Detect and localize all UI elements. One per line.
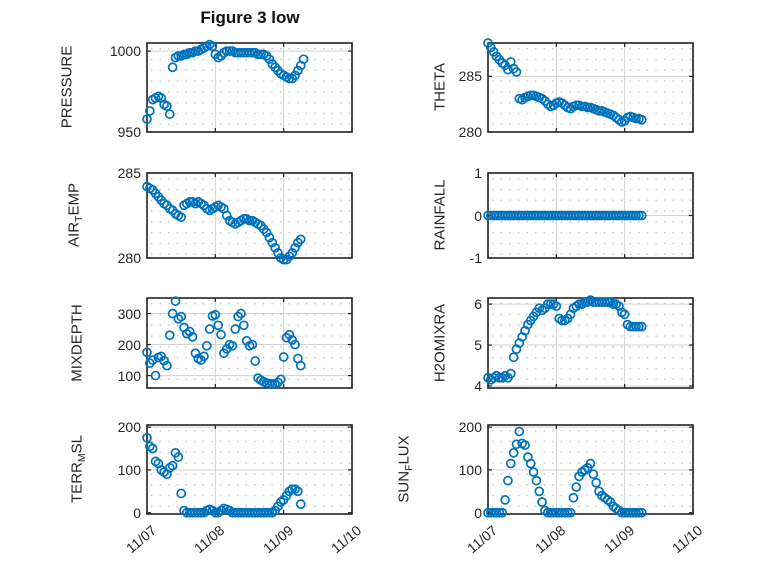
plot-area-mixdepth — [142, 296, 353, 389]
y-tick-label: 5 — [474, 337, 482, 354]
ylabel-subscript: T — [72, 215, 85, 222]
x-tick-label: 11/10 — [668, 522, 706, 557]
x-tick-label: 11/08 — [191, 522, 228, 557]
y-tick-label: 200 — [458, 419, 482, 436]
plot-area-h2omixra — [483, 295, 694, 389]
y-tick-label: 280 — [458, 124, 482, 140]
plot-area-sun-flux — [483, 424, 694, 518]
x-tick-label: 11/10 — [327, 522, 365, 557]
ylabel-subscript: F — [402, 464, 415, 471]
ylabel-pressure: PRESSURE — [58, 46, 78, 129]
y-tick-label: 1000 — [109, 43, 141, 60]
ylabel-air-temp: AIRTEMP — [65, 183, 85, 247]
x-tick-label: 11/09 — [259, 522, 296, 557]
y-tick-label: 0 — [474, 504, 482, 521]
plot-area-theta — [483, 38, 694, 133]
ylabel-text: AIR — [65, 221, 83, 247]
plot-area-pressure — [142, 39, 353, 133]
y-tick-label: -1 — [469, 250, 482, 266]
plot-area-terr-msl — [142, 424, 353, 518]
y-tick-label: 1 — [474, 165, 482, 181]
y-tick-label: 100 — [117, 367, 141, 384]
ylabel-sun-flux: SUNFLUX — [395, 435, 415, 502]
plot-area-air-temp — [142, 172, 353, 265]
x-tick-label: 11/08 — [532, 522, 569, 557]
y-tick-label: 285 — [117, 165, 141, 181]
y-tick-label: 100 — [458, 461, 482, 478]
y-tick-label: 100 — [117, 461, 141, 478]
y-tick-label: 950 — [117, 124, 141, 140]
x-tick-label: 11/07 — [463, 522, 501, 557]
x-tick-label: 11/07 — [122, 522, 160, 557]
y-tick-label: 280 — [117, 250, 141, 266]
y-tick-label: 0 — [133, 504, 141, 521]
plot-area-rainfall — [483, 172, 694, 259]
y-tick-label: 6 — [474, 296, 482, 313]
figure-title: Figure 3 low — [200, 8, 300, 27]
ylabel-text: PRESSURE — [58, 45, 76, 129]
y-tick-label: 200 — [117, 336, 141, 353]
y-tick-label: 285 — [458, 68, 482, 85]
y-tick-label: 0 — [474, 207, 482, 224]
ylabel-text: SUN — [395, 470, 413, 503]
y-tick-label: 200 — [117, 419, 141, 436]
ylabel-text: LUX — [395, 435, 413, 465]
ylabel-text: EMP — [65, 183, 83, 216]
x-tick-label: 11/09 — [600, 522, 637, 557]
ylabel-text: SL — [68, 435, 86, 454]
y-tick-label: 4 — [474, 377, 482, 394]
y-tick-label: 300 — [117, 305, 141, 322]
